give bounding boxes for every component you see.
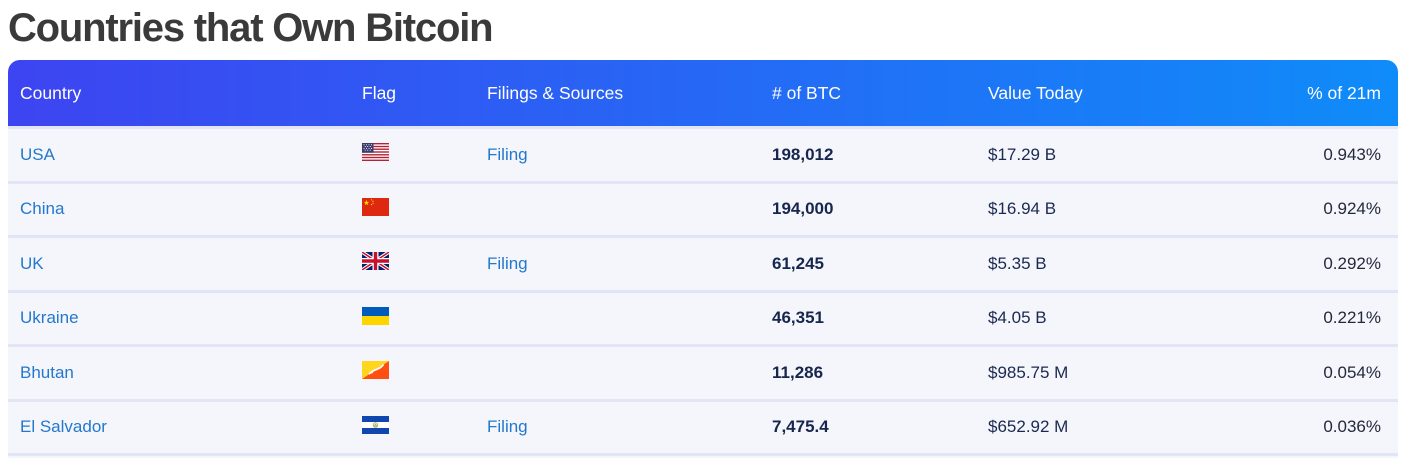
table-header-row: Country Flag Filings & Sources # of BTC … [8, 60, 1398, 126]
table-row: El Salvador Filing 7,475.4 $652.92 M 0.036% [8, 398, 1398, 453]
flag-bt-icon [362, 361, 389, 380]
page-title: Countries that Own Bitcoin [8, 6, 494, 50]
value-today: $16.94 B [988, 199, 1057, 219]
pct-of-21m: 0.292% [1323, 253, 1381, 273]
table-row: Bhutan 11,286 $985.75 M 0.054% [8, 344, 1398, 399]
col-header-flag: Flag [362, 82, 397, 103]
country-cell: USA [8, 145, 350, 165]
btc-amount: 194,000 [772, 199, 834, 219]
value-today: $985.75 M [988, 362, 1069, 382]
pct-of-21m: 0.054% [1323, 362, 1381, 382]
flag-cell [350, 252, 475, 275]
flag-gb-icon [362, 252, 389, 271]
flag-cell [350, 143, 475, 166]
col-header-pct-of-21m: % of 21m [1307, 82, 1381, 103]
country-link[interactable]: USA [20, 144, 55, 164]
country-link[interactable]: Bhutan [20, 362, 74, 382]
filing-link[interactable]: Filing [487, 144, 528, 164]
pct-of-21m: 0.221% [1323, 308, 1381, 328]
btc-amount: 61,245 [772, 253, 824, 273]
pct-of-21m: 0.943% [1323, 144, 1381, 164]
country-link[interactable]: Ukraine [20, 308, 79, 328]
btc-amount: 46,351 [772, 308, 824, 328]
value-today: $17.29 B [988, 144, 1057, 164]
country-link[interactable]: El Salvador [20, 417, 107, 437]
country-cell: El Salvador [8, 417, 350, 437]
flag-cell [350, 197, 475, 221]
country-cell: UK [8, 254, 350, 274]
filing-link[interactable]: Filing [487, 253, 528, 273]
table-row: UK Filing 61,245 $5.35 B 0.292% [8, 235, 1398, 290]
table-body: USA Filing 198,012 $17.29 B 0.943% China 194,0… [8, 126, 1398, 453]
table-row: USA Filing 198,012 $17.29 B 0.943% [8, 126, 1398, 181]
flag-cell [350, 306, 475, 330]
page: Countries that Own Bitcoin Country Flag … [0, 4, 1406, 458]
country-cell: China [8, 199, 350, 219]
col-header-country: Country [20, 82, 82, 103]
filing-cell: Filing [475, 145, 755, 165]
col-header-num-btc: # of BTC [772, 82, 842, 103]
countries-table: Country Flag Filings & Sources # of BTC … [8, 60, 1398, 458]
col-header-value-today: Value Today [988, 82, 1083, 103]
flag-ua-icon [362, 306, 389, 325]
filing-link[interactable]: Filing [487, 417, 528, 437]
country-link[interactable]: China [20, 199, 65, 219]
filing-cell: Filing [475, 254, 755, 274]
flag-sv-icon [362, 415, 389, 434]
flag-us-icon [362, 143, 389, 162]
pct-of-21m: 0.924% [1323, 199, 1381, 219]
value-today: $4.05 B [988, 308, 1047, 328]
btc-amount: 11,286 [772, 362, 824, 382]
btc-amount: 7,475.4 [772, 417, 829, 437]
flag-cell [350, 361, 475, 384]
table-row: Ukraine 46,351 $4.05 B 0.221% [8, 289, 1398, 344]
col-header-filings-sources: Filings & Sources [487, 82, 624, 103]
value-today: $5.35 B [988, 253, 1047, 273]
pct-of-21m: 0.036% [1323, 417, 1381, 437]
country-cell: Ukraine [8, 308, 350, 328]
filing-cell: Filing [475, 417, 755, 437]
table-row: China 194,000 $16.94 B 0.924% [8, 180, 1398, 235]
btc-amount: 198,012 [772, 144, 834, 164]
flag-cn-icon [362, 197, 389, 216]
flag-cell [350, 415, 475, 439]
country-link[interactable]: UK [20, 253, 44, 273]
country-cell: Bhutan [8, 363, 350, 383]
value-today: $652.92 M [988, 417, 1069, 437]
next-row-partial [8, 453, 1398, 458]
